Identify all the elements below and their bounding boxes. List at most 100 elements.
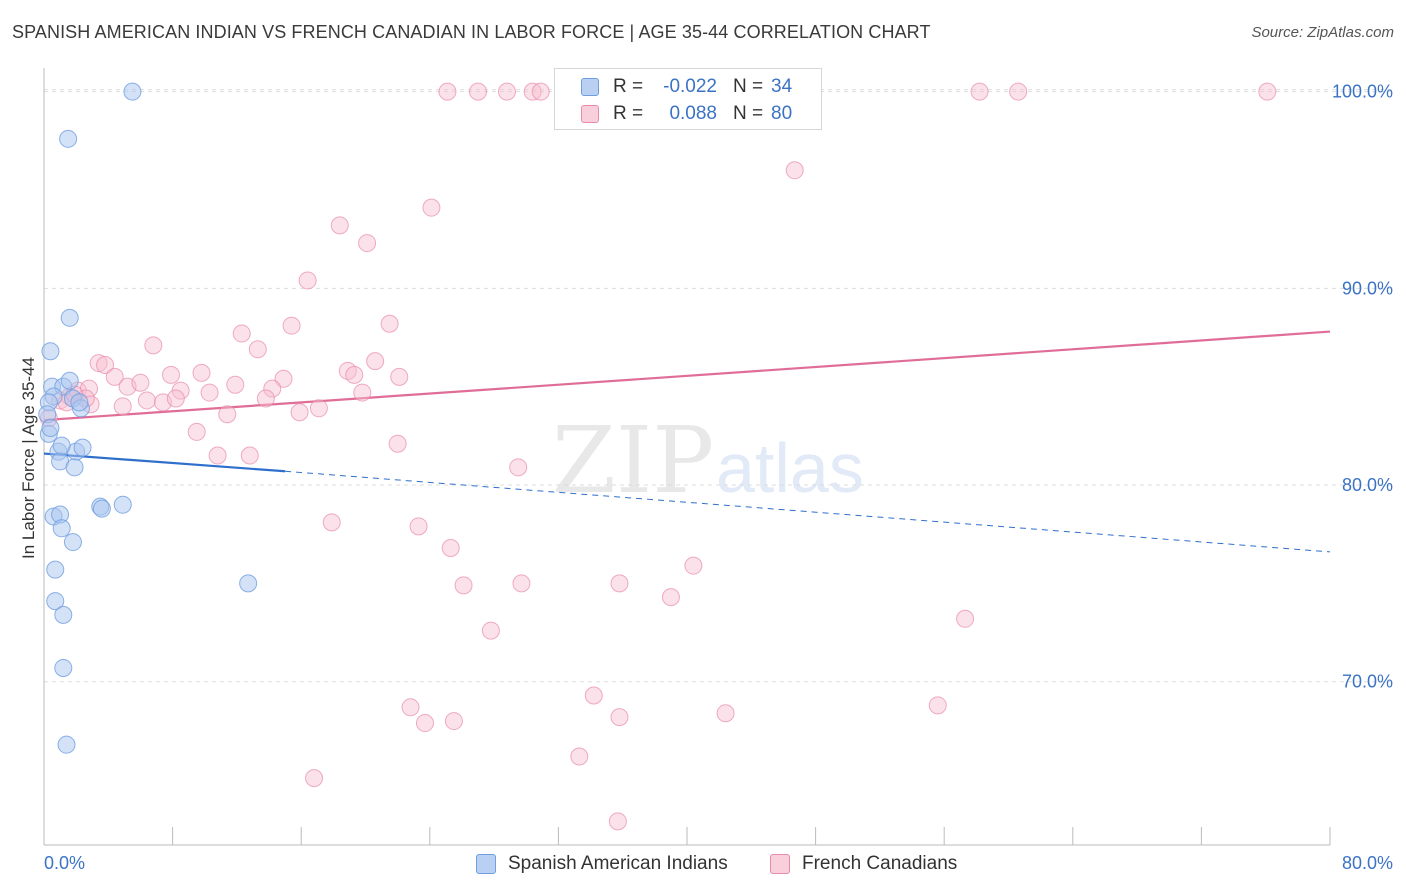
point-french-canadians [113, 397, 132, 416]
point-french-canadians [166, 389, 185, 408]
point-french-canadians [187, 422, 206, 441]
point-french-canadians [218, 405, 237, 424]
point-french-canadians [137, 391, 156, 410]
point-spanish-american-indians [60, 308, 79, 327]
legend-row-spanish-american-indians: R = -0.022 N = 34 [555, 74, 821, 100]
point-spanish-american-indians [70, 393, 89, 412]
point-french-canadians [661, 588, 680, 607]
point-spanish-american-indians [92, 499, 111, 518]
point-french-canadians [716, 704, 735, 723]
point-french-canadians [970, 82, 989, 101]
point-french-canadians [226, 375, 245, 394]
point-french-canadians [96, 356, 115, 375]
point-spanish-american-indians [60, 371, 79, 390]
point-french-canadians [240, 446, 259, 465]
trend-line-pink [43, 330, 1331, 422]
point-french-canadians [409, 517, 428, 536]
point-french-canadians [928, 696, 947, 715]
point-french-canadians [200, 383, 219, 402]
point-french-canadians [322, 513, 341, 532]
legend-swatch-blue [581, 78, 599, 96]
correlation-legend: R = -0.022 N = 34 R = 0.088 N = 80 [554, 68, 822, 130]
axes [43, 68, 1331, 846]
legend-item-label: Spanish American Indians [508, 853, 728, 874]
point-spanish-american-indians [113, 495, 132, 514]
point-french-canadians [401, 698, 420, 717]
point-french-canadians [248, 340, 267, 359]
point-french-canadians [131, 373, 150, 392]
point-french-canadians [1009, 82, 1028, 101]
point-french-canadians [684, 556, 703, 575]
point-french-canadians [509, 458, 528, 477]
trend-french-canadians [43, 330, 1331, 422]
point-french-canadians [380, 314, 399, 333]
legend-swatch-pink [581, 105, 599, 123]
point-french-canadians [256, 389, 275, 408]
point-french-canadians [444, 712, 463, 731]
legend-row-french-canadians: R = 0.088 N = 80 [555, 101, 821, 127]
y-tick-labels: 70.0% 80.0% 90.0% 100.0% [1332, 82, 1393, 692]
point-french-canadians [1258, 82, 1277, 101]
point-spanish-american-indians [54, 605, 73, 624]
x-tick-label-min: 0.0% [44, 853, 85, 873]
point-french-canadians [570, 747, 589, 766]
watermark: ZIP atlas [552, 407, 864, 514]
point-spanish-american-indians [239, 574, 258, 593]
point-spanish-american-indians [41, 342, 60, 361]
point-french-canadians [610, 574, 629, 593]
point-french-canadians [105, 367, 124, 386]
point-spanish-american-indians [57, 735, 76, 754]
point-french-canadians [497, 82, 516, 101]
point-french-canadians [512, 574, 531, 593]
point-french-canadians [390, 367, 409, 386]
point-french-canadians [785, 161, 804, 180]
point-french-canadians [263, 379, 282, 398]
series-legend: Spanish American Indians French Canadian… [0, 852, 1406, 878]
point-french-canadians [531, 82, 550, 101]
point-french-canadians [438, 82, 457, 101]
point-spanish-american-indians [46, 592, 65, 611]
point-french-canadians [144, 336, 163, 355]
y-tick-label: 100.0% [1332, 82, 1393, 102]
legend-r-value: -0.022 [663, 76, 717, 97]
point-french-canadians [309, 399, 328, 418]
point-spanish-american-indians [46, 560, 65, 579]
point-french-canadians [469, 82, 488, 101]
legend-r-value: 0.088 [669, 103, 717, 124]
point-french-canadians [388, 434, 407, 453]
point-french-canadians [366, 352, 385, 371]
legend-n-label: N = [733, 76, 764, 97]
point-french-canadians [415, 714, 434, 733]
point-french-canadians [956, 609, 975, 628]
point-french-canadians [305, 769, 324, 788]
point-french-canadians [353, 383, 372, 402]
point-spanish-american-indians [41, 418, 60, 437]
watermark-zip: ZIP [552, 407, 714, 514]
legend-n-value: 34 [771, 76, 793, 97]
points-spanish-american-indians [38, 82, 258, 754]
y-tick-label: 90.0% [1342, 278, 1393, 298]
x-tick-label-max: 80.0% [1342, 853, 1393, 873]
point-french-canadians [192, 363, 211, 382]
point-french-canadians [358, 234, 377, 253]
gridlines [44, 89, 1393, 683]
legend-swatch-blue [476, 854, 496, 874]
legend-n-value: 80 [771, 103, 793, 124]
point-french-canadians [441, 538, 460, 557]
y-axis-label: In Labor Force | Age 35-44 [19, 357, 38, 559]
legend-swatch-pink [770, 854, 790, 874]
point-spanish-american-indians [123, 82, 142, 101]
point-french-canadians [330, 216, 349, 235]
y-tick-label: 80.0% [1342, 475, 1393, 495]
trend-line-blue-dashed [285, 470, 1331, 553]
legend-r-label: R = [613, 103, 644, 124]
point-french-canadians [608, 812, 627, 831]
point-spanish-american-indians [54, 658, 73, 677]
point-french-canadians [345, 365, 364, 384]
legend-item-label: French Canadians [802, 853, 958, 874]
point-french-canadians [298, 271, 317, 290]
point-spanish-american-indians [63, 533, 82, 552]
point-french-canadians [89, 354, 108, 373]
legend-n-label: N = [733, 103, 764, 124]
